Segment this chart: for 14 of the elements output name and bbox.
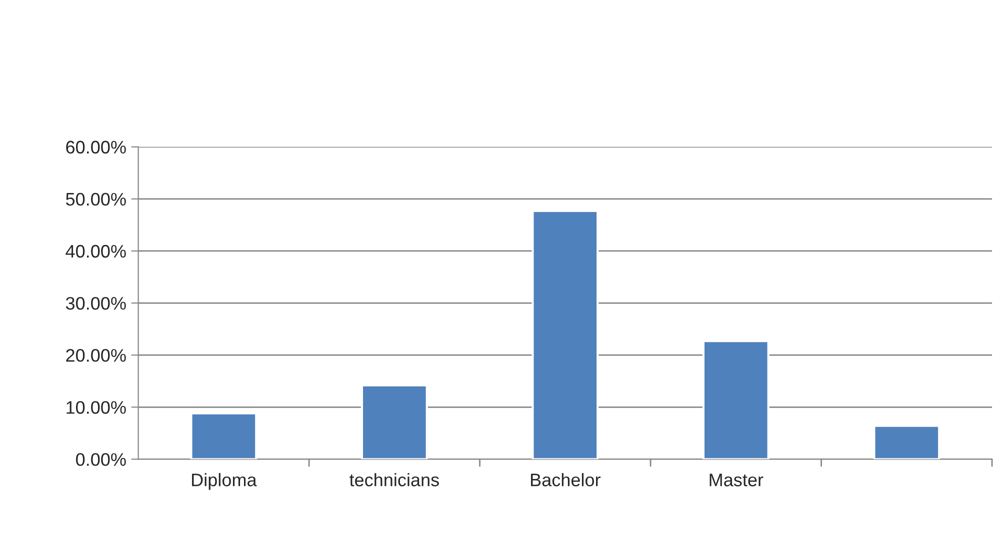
y-tick-label: 30.00% [66, 296, 126, 310]
y-tick-label: 20.00% [66, 349, 126, 362]
y-tick-label: 60.00% [66, 140, 126, 154]
y-tick-label: 10.00% [66, 401, 126, 414]
x-tick-label: technicians [350, 473, 439, 486]
x-tick-label: Master [710, 474, 764, 486]
y-tick-label: 0.00% [76, 453, 126, 466]
y-tick-label: 40.00% [66, 244, 126, 258]
x-tick-label: Bachelor [531, 473, 600, 486]
y-tick-label: 50.00% [66, 192, 126, 206]
x-tick-label: Diploma [192, 473, 257, 490]
bar [873, 424, 940, 460]
bar [190, 412, 258, 460]
bar [360, 384, 428, 460]
